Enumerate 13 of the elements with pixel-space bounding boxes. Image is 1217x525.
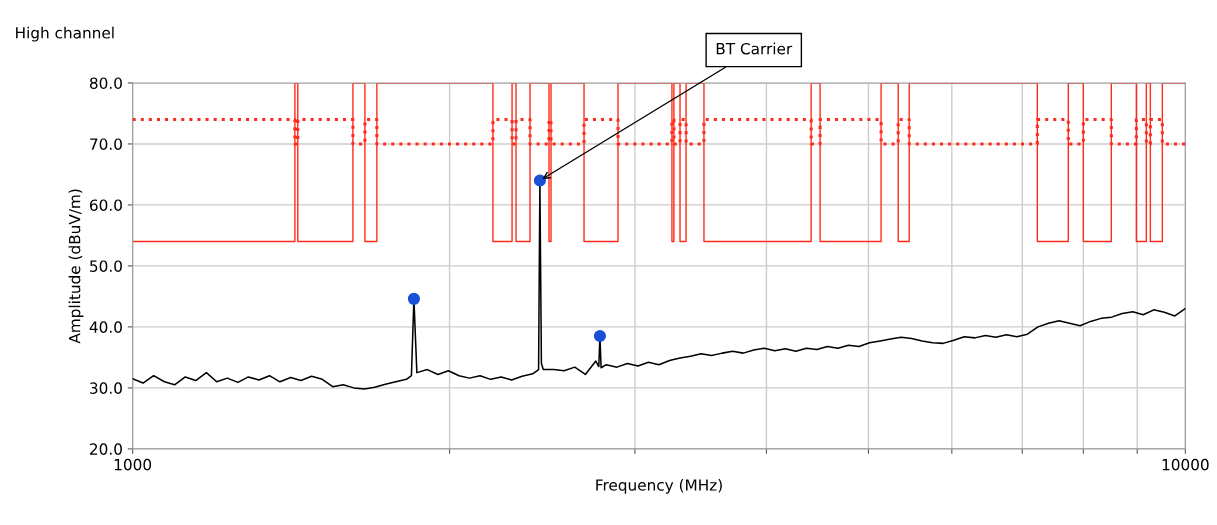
y-tick-label: 40.0 xyxy=(89,321,122,333)
chart-title: High channel xyxy=(16,26,114,42)
y-tick-label: 70.0 xyxy=(90,138,122,150)
x-tick-label: 1000 xyxy=(114,458,152,471)
y-axis-title: Amplitude (dBuV/m) xyxy=(68,189,84,344)
y-tick-label: 50.0 xyxy=(90,260,122,272)
y-tick-label: 30.0 xyxy=(90,382,122,394)
x-axis-title: Frequency (MHz) xyxy=(596,478,722,494)
y-tick-label: 60.0 xyxy=(89,199,122,211)
y-tick-label: 20.0 xyxy=(90,443,122,455)
x-tick-label: 10000 xyxy=(1162,458,1209,471)
annotation: BT Carrier xyxy=(716,42,793,55)
y-tick-label: 80.0 xyxy=(89,77,122,89)
